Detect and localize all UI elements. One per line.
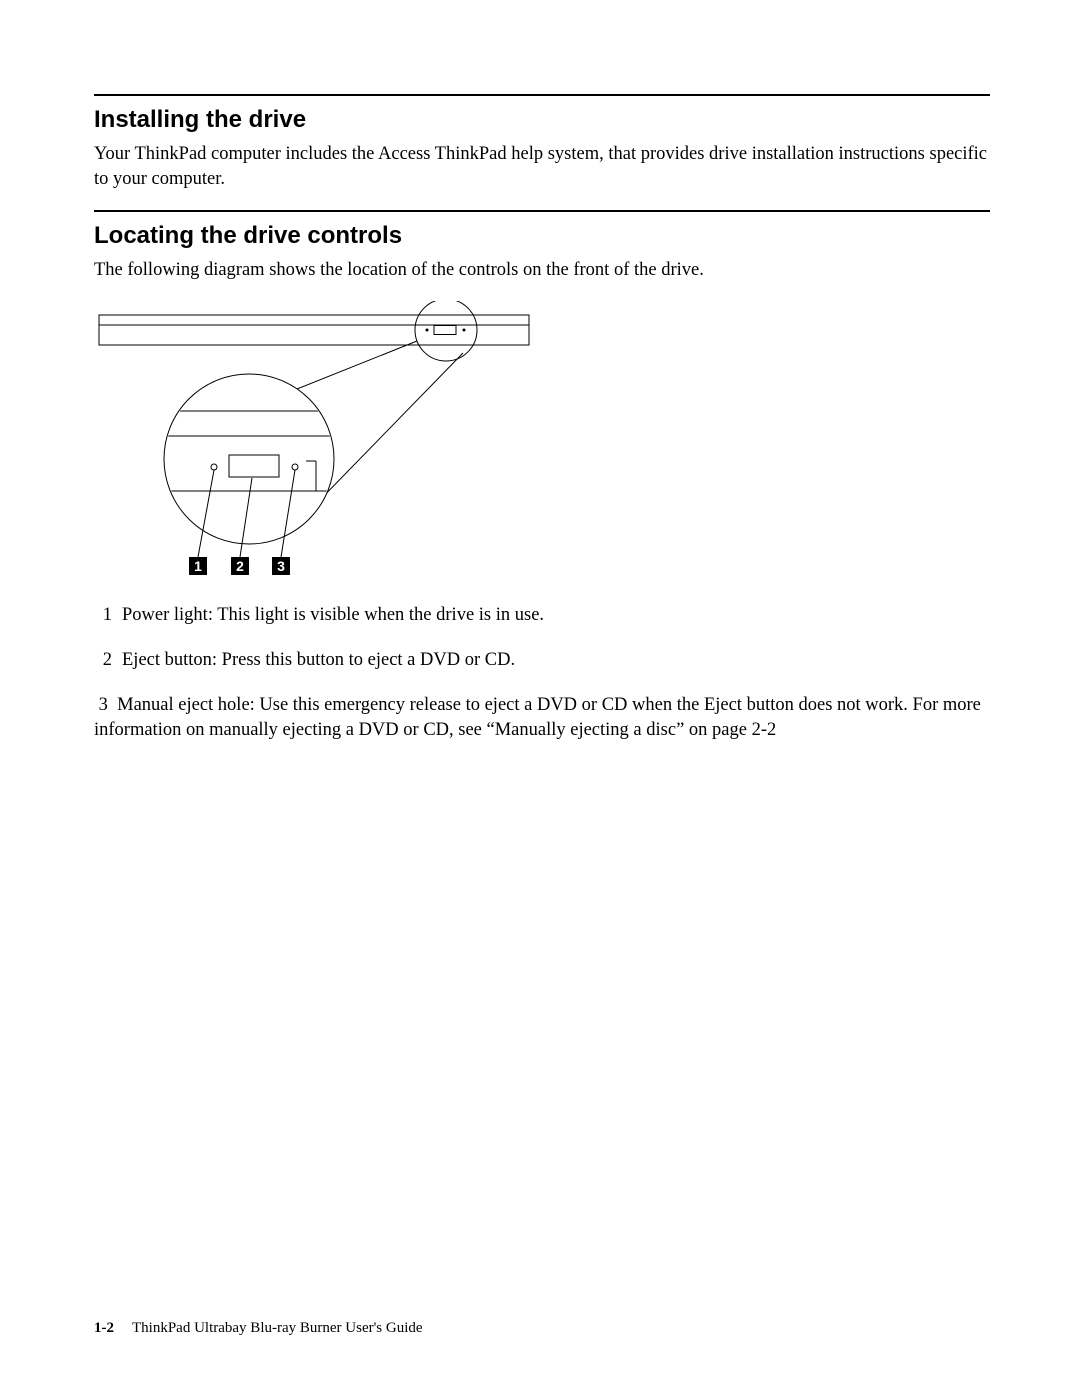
- heading-installing: Installing the drive: [94, 106, 990, 134]
- legend-num-3: 3: [99, 695, 108, 715]
- legend-num: 1: [94, 603, 112, 628]
- section-rule: [94, 94, 990, 96]
- legend-num: 2: [94, 648, 112, 673]
- section-locating: Locating the drive controls The followin…: [94, 210, 990, 283]
- magnified-drive: [154, 411, 414, 491]
- footer-title: ThinkPad Ultrabay Blu-ray Burner User's …: [132, 1320, 423, 1336]
- legend-item-1: 1 Power light: This light is visible whe…: [94, 603, 990, 628]
- section-rule: [94, 210, 990, 212]
- heading-locating: Locating the drive controls: [94, 222, 990, 250]
- body-installing: Your ThinkPad computer includes the Acce…: [94, 142, 990, 192]
- callout-label-2: 2: [236, 558, 244, 574]
- legend-text: Power light: This light is visible when …: [122, 603, 990, 628]
- connector-line-right: [314, 353, 463, 506]
- page-number: 1-2: [94, 1320, 114, 1336]
- section-installing: Installing the drive Your ThinkPad compu…: [94, 94, 990, 192]
- legend-text-3: Manual eject hole: Use this emergency re…: [94, 695, 981, 740]
- top-eject-button: [434, 325, 456, 334]
- drive-diagram-svg: 1 2 3: [94, 301, 544, 586]
- callout-label-3: 3: [277, 558, 285, 574]
- legend-item-3: 3 Manual eject hole: Use this emergency …: [94, 693, 990, 743]
- top-manual-eject: [463, 328, 466, 331]
- intro-locating: The following diagram shows the location…: [94, 258, 990, 283]
- top-power-light: [426, 328, 429, 331]
- page-footer: 1-2 ThinkPad Ultrabay Blu-ray Burner User…: [94, 1320, 423, 1337]
- mag-eject-button: [229, 455, 279, 477]
- callout-label-1: 1: [194, 558, 202, 574]
- drive-diagram: 1 2 3: [94, 301, 990, 591]
- legend-item-2: 2 Eject button: Press this button to eje…: [94, 648, 990, 673]
- legend-text: Eject button: Press this button to eject…: [122, 648, 990, 673]
